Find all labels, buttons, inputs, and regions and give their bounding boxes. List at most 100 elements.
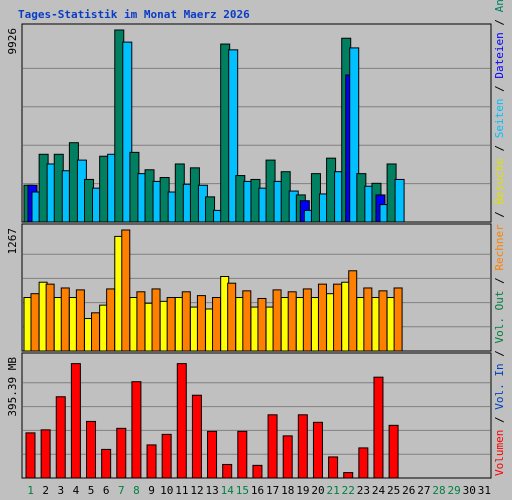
x-tick-label: 2 xyxy=(42,484,49,497)
chart-title: Tages-Statistik im Monat Maerz 2026 xyxy=(18,8,250,21)
bar-volumen-day-2 xyxy=(40,429,51,479)
panel-bottom: 395.39 MB xyxy=(6,352,492,479)
x-tick-label: 6 xyxy=(103,484,110,497)
x-tick-label: 14 xyxy=(221,484,235,497)
bar-volumen-day-7 xyxy=(116,427,127,479)
bar-rechner-day-18 xyxy=(287,291,297,352)
legend-item-besuche: Besuche xyxy=(493,158,506,204)
bar-rechner-day-8 xyxy=(136,291,146,352)
bar-rechner-day-5 xyxy=(91,312,101,352)
bar-seiten-day-22 xyxy=(349,47,360,223)
bar-volumen-day-5 xyxy=(86,420,97,479)
bar-volumen-day-13 xyxy=(207,430,218,479)
x-tick-label: 24 xyxy=(372,484,386,497)
bar-volumen-day-19 xyxy=(297,414,308,479)
x-tick-label: 11 xyxy=(175,484,188,497)
bar-rechner-day-10 xyxy=(166,297,176,352)
bar-volumen-day-20 xyxy=(312,421,323,479)
x-tick-label: 20 xyxy=(311,484,324,497)
legend-item-seiten: Seiten xyxy=(493,98,506,138)
bar-volumen-day-17 xyxy=(267,414,278,479)
bar-volumen-day-1 xyxy=(25,432,36,479)
legend-item-anfragen: Anfragen xyxy=(493,0,506,12)
bar-volumen-day-3 xyxy=(55,396,66,479)
bar-volumen-day-6 xyxy=(101,448,112,479)
bar-rechner-day-1 xyxy=(30,293,40,352)
bar-volumen-day-12 xyxy=(191,394,202,479)
legend-item-dateien: Dateien xyxy=(493,32,506,78)
bar-seiten-day-25 xyxy=(394,178,405,223)
legend-separator: / xyxy=(493,138,506,158)
x-tick-label: 23 xyxy=(357,484,370,497)
bar-volumen-day-8 xyxy=(131,381,142,479)
x-tick-label: 7 xyxy=(118,484,125,497)
x-tick-label: 12 xyxy=(190,484,203,497)
x-tick-label: 8 xyxy=(133,484,140,497)
bar-rechner-day-13 xyxy=(212,297,222,352)
legend-separator: / xyxy=(493,204,506,224)
legend-separator: / xyxy=(493,271,506,291)
bar-seiten-day-7 xyxy=(122,41,133,223)
bar-rechner-day-16 xyxy=(257,297,267,352)
bar-rechner-day-4 xyxy=(75,289,85,352)
bar-volumen-day-23 xyxy=(358,447,369,479)
bar-rechner-day-22 xyxy=(348,270,358,352)
bar-volumen-day-11 xyxy=(176,363,187,479)
bar-rechner-day-14 xyxy=(227,282,237,352)
x-tick-label: 15 xyxy=(236,484,249,497)
legend-text: Volumen / Vol. In / Vol. Out / Rechner /… xyxy=(493,0,506,476)
bar-volumen-day-21 xyxy=(328,456,339,479)
x-axis-day-labels: 1 2 3 4 5 6 7 8 9 10 11 12 13 14 15 16 17 18 19 20 21 22 23 24 2… xyxy=(27,484,491,497)
x-tick-label: 3 xyxy=(58,484,65,497)
bar-rechner-day-2 xyxy=(45,283,55,352)
bar-volumen-day-25 xyxy=(388,424,399,479)
x-tick-label: 1 xyxy=(27,484,34,497)
x-tick-label: 16 xyxy=(251,484,264,497)
bar-rechner-day-12 xyxy=(196,295,206,352)
legend-item-vol-out: Vol. Out xyxy=(493,291,506,344)
legend-separator: / xyxy=(493,344,506,364)
bar-rechner-day-23 xyxy=(363,287,373,352)
bar-rechner-day-7 xyxy=(121,229,131,352)
legend-separator: / xyxy=(493,79,506,99)
bar-rechner-day-21 xyxy=(333,283,343,352)
bar-volumen-day-14 xyxy=(222,463,233,479)
bar-rechner-day-20 xyxy=(317,283,327,352)
x-tick-label: 25 xyxy=(387,484,400,497)
bar-volumen-day-4 xyxy=(70,363,81,479)
legend-separator: / xyxy=(493,410,506,430)
legend-item-volumen: Volumen xyxy=(493,430,506,476)
x-tick-label: 9 xyxy=(148,484,155,497)
bar-rechner-day-19 xyxy=(302,288,312,352)
x-tick-label: 4 xyxy=(73,484,80,497)
legend-item-rechner: Rechner xyxy=(493,224,506,271)
bar-volumen-day-16 xyxy=(252,464,263,479)
bar-anfragen-day-13 xyxy=(205,196,216,223)
bar-volumen-day-15 xyxy=(237,430,248,479)
bar-rechner-day-15 xyxy=(242,290,252,352)
bar-volumen-day-10 xyxy=(161,433,172,479)
panel-max-label: 1267 xyxy=(6,228,19,255)
x-tick-label: 10 xyxy=(160,484,173,497)
bar-rechner-day-25 xyxy=(393,287,403,352)
bar-volumen-day-18 xyxy=(282,435,293,479)
x-tick-label: 17 xyxy=(266,484,279,497)
bar-rechner-day-3 xyxy=(60,287,70,352)
x-tick-label: 31 xyxy=(478,484,491,497)
x-tick-label: 5 xyxy=(88,484,95,497)
bar-rechner-day-6 xyxy=(106,288,116,352)
panel-max-label: 395.39 MB xyxy=(6,357,19,417)
x-tick-label: 19 xyxy=(296,484,309,497)
x-tick-label: 28 xyxy=(432,484,445,497)
panel-max-label: 9926 xyxy=(6,28,19,55)
x-tick-label: 30 xyxy=(463,484,476,497)
x-tick-label: 18 xyxy=(281,484,294,497)
legend-separator: / xyxy=(493,12,506,32)
panel-top: 9926 xyxy=(6,23,492,223)
legend: Volumen / Vol. In / Vol. Out / Rechner /… xyxy=(493,0,506,476)
x-tick-label: 29 xyxy=(448,484,461,497)
bar-volumen-day-24 xyxy=(373,376,384,479)
